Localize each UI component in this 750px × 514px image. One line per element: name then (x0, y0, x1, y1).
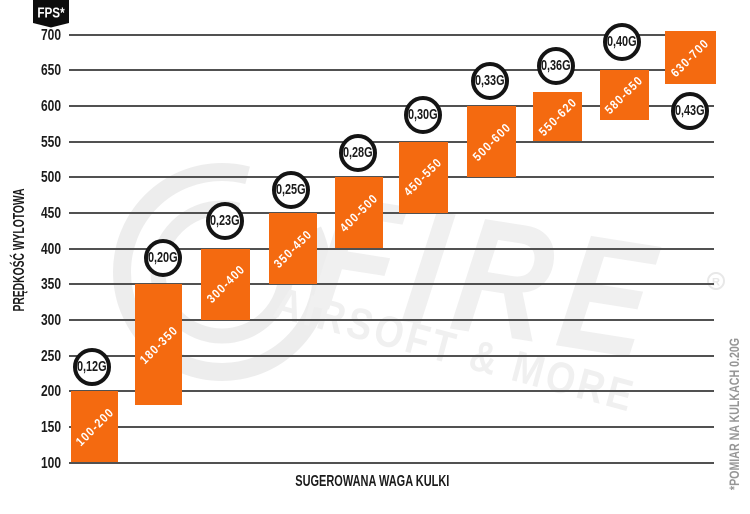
svg-text:FPS*: FPS* (37, 4, 65, 21)
svg-text:R: R (712, 277, 720, 289)
